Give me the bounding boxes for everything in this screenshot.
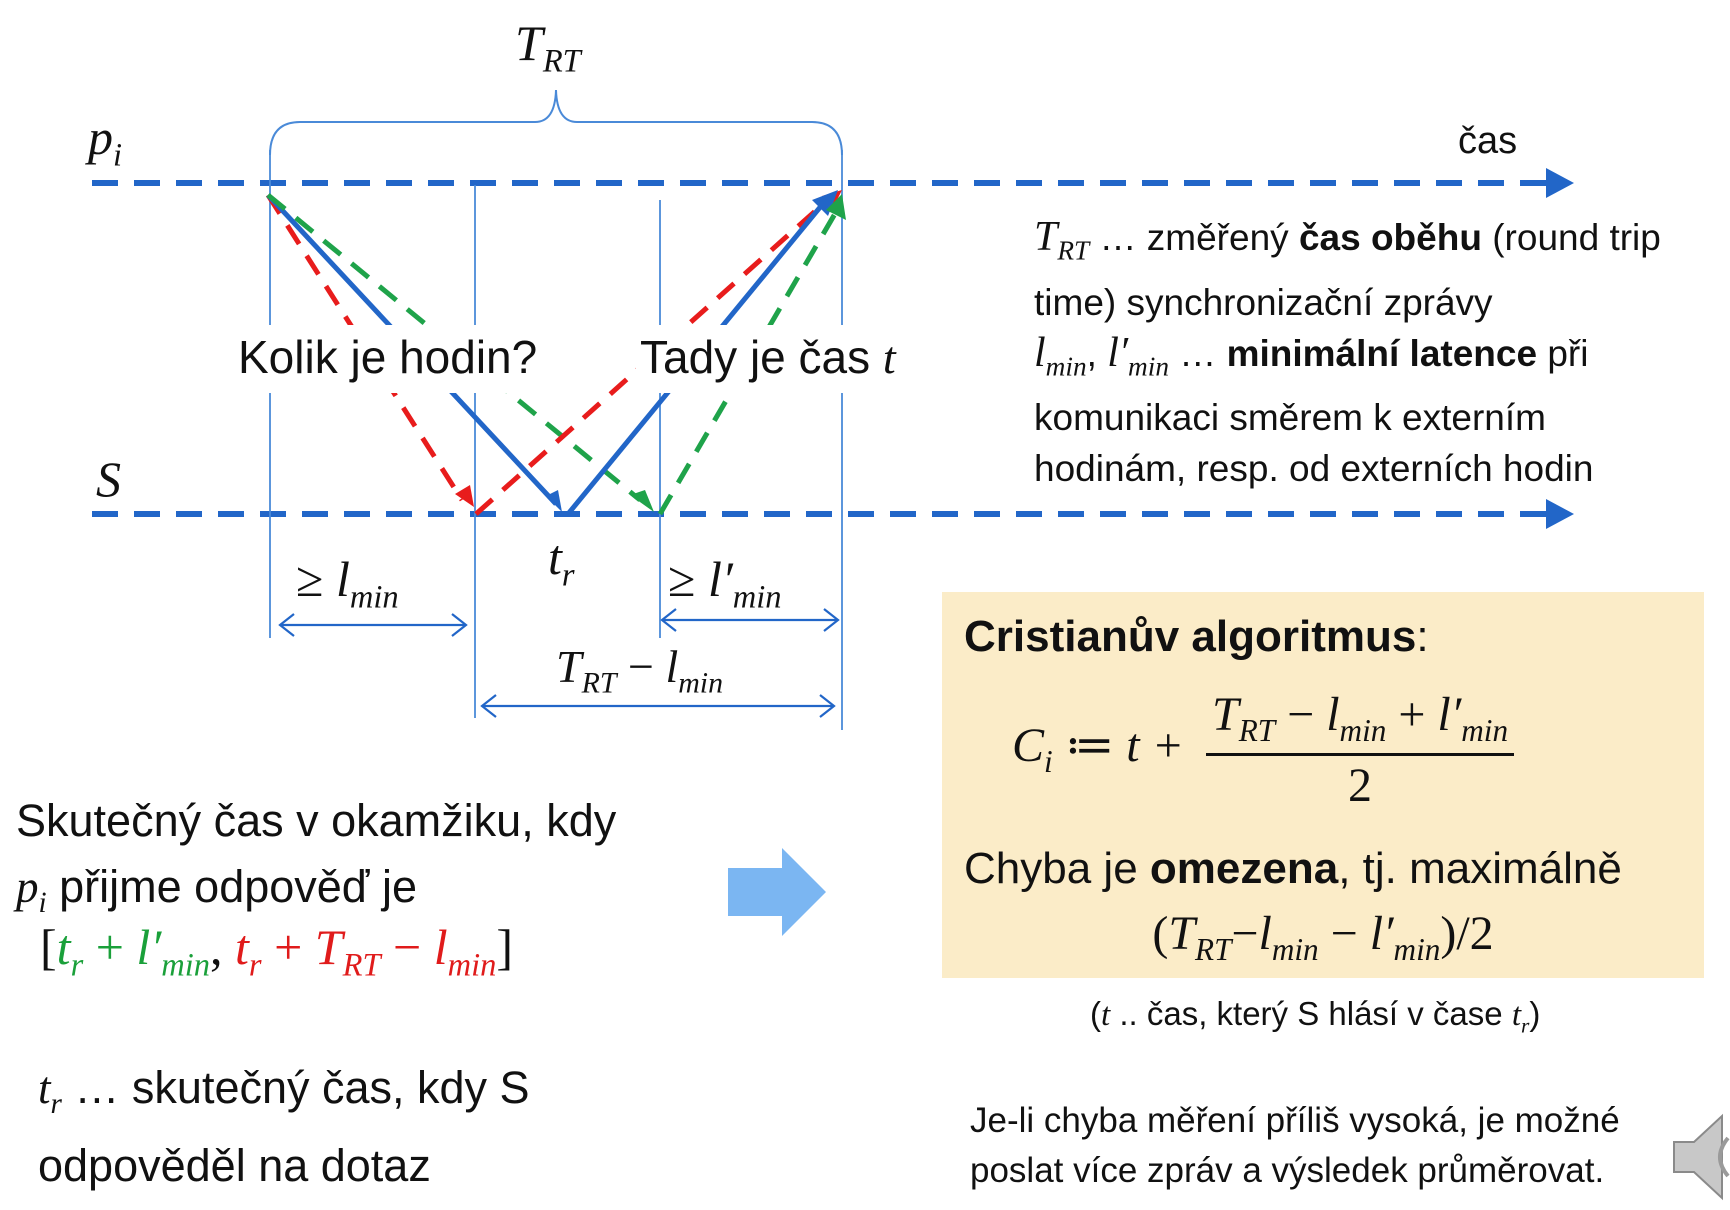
- response-green: [657, 210, 839, 516]
- tr-label: tr: [548, 529, 575, 594]
- trt-minus-lmin-label: TRT − lmin: [556, 641, 724, 700]
- actual-time-text: Skutečný čas v okamžiku, kdy pi přijme o…: [16, 795, 617, 920]
- tr-var: tr: [38, 1063, 62, 1121]
- algorithm-formula: Ci ≔ t + TRT − lmin + l′min 2: [1012, 687, 1515, 813]
- interval-lower-bound: tr + l′min: [56, 919, 211, 984]
- question-label-bg: [232, 325, 562, 393]
- big-right-arrow: [728, 848, 826, 936]
- answer-label-bg: [636, 325, 912, 393]
- legend-lmin-var: lmin: [1034, 329, 1087, 382]
- speaker-icon[interactable]: [1672, 1108, 1730, 1204]
- ge-lmin-prime-label: ≥ l′min: [668, 551, 782, 616]
- time-label: čas: [1458, 120, 1518, 162]
- legend-trt-var: TRT: [1034, 214, 1090, 266]
- measure-arrows: [278, 608, 840, 718]
- algorithm-title: Cristianův algoritmus:: [964, 612, 1429, 661]
- tr-definition: tr … skutečný čas, kdy S odpověděl na do…: [38, 1062, 530, 1192]
- trt-top-label: TRT: [515, 15, 581, 80]
- pi-label: pi: [88, 109, 123, 174]
- pi-axis-arrowhead: [1546, 168, 1574, 198]
- server-label: S: [96, 451, 121, 507]
- formula-fraction: TRT − lmin + l′min 2: [1206, 687, 1515, 813]
- response-red: [474, 194, 834, 516]
- legend-text: TRT … změřený čas oběhu (round trip time…: [1034, 214, 1661, 490]
- time-interval: [tr + l′min, tr + TRT − lmin]: [40, 919, 514, 984]
- s-time-axis: [92, 499, 1574, 529]
- interval-upper-bound: tr + TRT − lmin: [235, 919, 497, 984]
- legend-lminp-var: l′min: [1107, 329, 1169, 382]
- vertical-guides: [269, 150, 843, 730]
- averaging-note: Je-li chyba měření příliš vysoká, je mož…: [970, 1101, 1620, 1190]
- pi-time-axis: [92, 168, 1574, 198]
- pi-var: pi: [16, 862, 47, 920]
- error-bound-text: Chyba je omezena, tj. maximálně: [964, 844, 1622, 893]
- s-axis-arrowhead: [1546, 499, 1574, 529]
- answer-label: Tady je čas t: [640, 331, 896, 383]
- question-label: Kolik je hodin?: [238, 331, 538, 383]
- request-green: [266, 193, 642, 502]
- time-note: (t .. čas, který S hlásí v čase tr): [1090, 995, 1541, 1038]
- cristian-algorithm-box: Cristianův algoritmus: Ci ≔ t + TRT − lm…: [942, 592, 1704, 978]
- ge-lmin-label: ≥ lmin: [296, 551, 399, 616]
- error-bound-expression: (TRT−lmin − l′min)/2: [1152, 907, 1494, 967]
- trt-brace: [269, 89, 843, 156]
